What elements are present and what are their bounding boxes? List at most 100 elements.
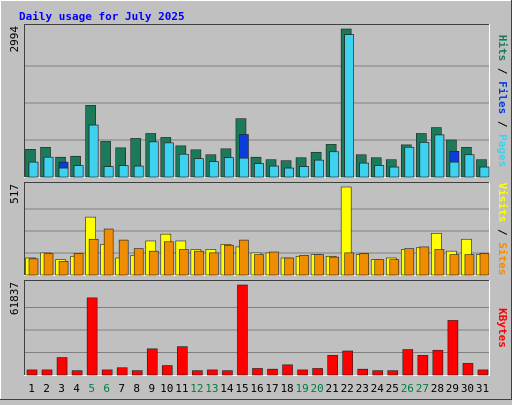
legend-part: Files xyxy=(496,81,509,114)
x-label-day: 28 xyxy=(431,382,444,395)
x-label-day: 10 xyxy=(160,382,173,395)
legend-part: Visits xyxy=(496,183,509,223)
bar-kbytes-day-9 xyxy=(146,348,158,376)
bar-pages-day-6 xyxy=(103,166,114,178)
panel-kbytes: 61837 KBytes xyxy=(8,280,509,376)
bar-sites-day-30 xyxy=(464,254,475,276)
panel-visits-sites: 517 Visits / Sites xyxy=(8,182,509,276)
x-label-day: 23 xyxy=(356,382,369,395)
bar-sites-day-31 xyxy=(479,253,490,276)
bar-pages-day-20 xyxy=(314,159,324,178)
bar-kbytes-day-18 xyxy=(282,364,293,376)
bar-pages-day-2 xyxy=(43,156,54,178)
x-label-day: 3 xyxy=(58,382,65,395)
bar-pages-day-17 xyxy=(269,165,279,178)
x-label-day: 5 xyxy=(88,382,95,395)
bar-pages-day-5 xyxy=(88,124,99,178)
bar-sites-day-29 xyxy=(449,254,460,276)
legend-hits-files-pages: Hits / Files / Pages xyxy=(496,35,509,168)
bar-pages-day-12 xyxy=(194,158,204,178)
panel-hits-files-pages: 2994 Hits / Files / Pages xyxy=(8,24,509,178)
chart-title: Daily usage for July 2025 xyxy=(19,10,185,23)
bar-pages-day-15 xyxy=(239,157,249,178)
bar-sites-day-17 xyxy=(269,251,279,276)
bar-sites-day-19 xyxy=(299,255,309,276)
legend-part: Sites xyxy=(496,242,509,275)
bar-kbytes-day-4 xyxy=(71,370,83,376)
x-label-day: 15 xyxy=(235,382,248,395)
legend-visits-sites: Visits / Sites xyxy=(496,183,509,276)
bar-sites-day-9 xyxy=(148,250,159,276)
x-label-day: 25 xyxy=(386,382,399,395)
bar-kbytes-day-21 xyxy=(327,355,338,376)
bar-pages-day-7 xyxy=(118,165,129,178)
bar-sites-day-24 xyxy=(374,259,385,276)
bar-pages-day-1 xyxy=(28,161,39,178)
y-max-label: 517 xyxy=(8,184,21,204)
bar-sites-day-23 xyxy=(359,253,370,276)
bar-sites-day-12 xyxy=(194,250,204,276)
bar-pages-day-4 xyxy=(73,165,84,178)
bar-pages-day-18 xyxy=(284,167,294,178)
bar-pages-day-21 xyxy=(329,151,339,178)
legend-part: / xyxy=(496,114,509,134)
bar-pages-day-16 xyxy=(254,163,264,178)
bar-pages-day-13 xyxy=(209,161,219,178)
bar-kbytes-day-6 xyxy=(101,369,113,376)
bar-sites-day-1 xyxy=(28,258,39,276)
x-label-day: 14 xyxy=(220,382,234,395)
bar-pages-day-19 xyxy=(299,166,309,178)
bar-sites-day-7 xyxy=(118,239,129,276)
bar-sites-day-3 xyxy=(58,261,69,276)
bar-sites-day-10 xyxy=(163,241,174,276)
legend-kbytes: KBytes xyxy=(496,308,509,348)
legend-part: Hits xyxy=(496,35,509,62)
bar-kbytes-day-23 xyxy=(357,368,369,376)
x-label-day: 1 xyxy=(28,382,35,395)
x-label-day: 16 xyxy=(250,382,263,395)
x-label-day: 29 xyxy=(446,382,459,395)
bar-sites-day-27 xyxy=(419,246,430,276)
x-label-day: 26 xyxy=(401,382,414,395)
bar-sites-day-21 xyxy=(329,256,339,276)
bar-sites-day-5 xyxy=(88,238,99,276)
bar-kbytes-day-13 xyxy=(207,369,218,376)
day-axis-labels: 1 2 3 4 5 6 7 8 9 10 11 12 13 14 15 16 17 18 19 20 21 22 23 24 2… xyxy=(28,382,489,395)
x-label-day: 7 xyxy=(118,382,125,395)
x-label-day: 19 xyxy=(295,382,308,395)
bar-kbytes-day-19 xyxy=(297,369,308,376)
x-label-day: 31 xyxy=(476,382,489,395)
bar-kbytes-day-24 xyxy=(372,370,384,376)
bar-sites-day-28 xyxy=(434,249,445,276)
bar-pages-day-14 xyxy=(224,157,234,178)
legend-part: / xyxy=(496,222,509,242)
bar-kbytes-day-10 xyxy=(161,365,173,376)
bar-pages-day-3 xyxy=(58,167,69,178)
bar-kbytes-day-29 xyxy=(447,320,459,376)
bar-sites-day-25 xyxy=(389,259,400,276)
bar-kbytes-day-1 xyxy=(26,369,38,376)
bar-pages-day-10 xyxy=(163,142,174,178)
bar-sites-day-4 xyxy=(73,253,84,276)
x-label-day: 2 xyxy=(43,382,50,395)
legend-part: / xyxy=(496,61,509,81)
x-label-day: 17 xyxy=(265,382,278,395)
bar-sites-day-2 xyxy=(43,253,54,276)
bar-sites-day-26 xyxy=(404,248,415,276)
bar-pages-day-31 xyxy=(479,166,490,178)
bar-pages-day-30 xyxy=(464,154,475,178)
legend-part: KBytes xyxy=(496,308,509,348)
bar-kbytes-day-30 xyxy=(462,363,474,376)
bar-kbytes-day-20 xyxy=(312,368,323,376)
bar-kbytes-day-8 xyxy=(131,370,143,376)
bar-pages-day-25 xyxy=(389,166,400,178)
bar-pages-day-27 xyxy=(419,142,430,178)
bar-sites-day-6 xyxy=(103,228,114,276)
bar-kbytes-day-5 xyxy=(86,297,98,376)
bar-sites-day-18 xyxy=(284,257,294,276)
bar-kbytes-day-22 xyxy=(342,350,353,376)
x-label-day: 30 xyxy=(461,382,474,395)
bar-pages-day-11 xyxy=(179,153,189,178)
x-label-day: 8 xyxy=(133,382,140,395)
